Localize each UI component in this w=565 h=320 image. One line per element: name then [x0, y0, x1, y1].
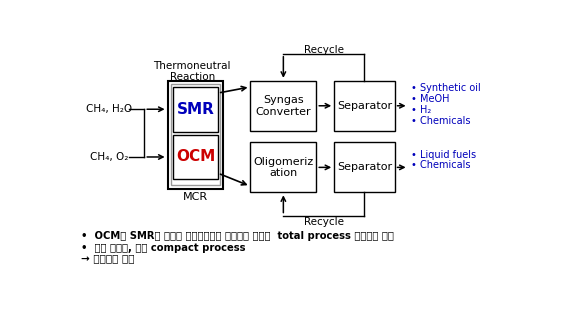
Bar — [334, 142, 394, 192]
Text: • H₂: • H₂ — [411, 105, 431, 115]
Text: MCR: MCR — [183, 192, 208, 202]
Text: CH₄, O₂: CH₄, O₂ — [90, 152, 129, 162]
Text: Thermoneutral
Reaction: Thermoneutral Reaction — [154, 61, 231, 82]
Bar — [250, 81, 316, 131]
Text: •  OCM과 SMR이 결합된 마이크로쉡너 반응기를 사용한  total process 개념기술 개발: • OCM과 SMR이 결합된 마이크로쉡너 반응기를 사용한 total pr… — [81, 230, 394, 241]
Bar — [173, 87, 218, 132]
Text: Recycle: Recycle — [304, 217, 344, 227]
Bar — [167, 81, 223, 188]
Text: • Liquid fuels: • Liquid fuels — [411, 150, 476, 160]
Text: • Synthetic oil: • Synthetic oil — [411, 84, 481, 93]
Text: → 개념특허 출원: → 개념특허 출원 — [81, 254, 135, 264]
Text: SMR: SMR — [176, 102, 214, 117]
Text: OCM: OCM — [176, 149, 215, 164]
Text: Syngas
Converter: Syngas Converter — [255, 95, 311, 116]
Text: Separator: Separator — [337, 101, 392, 111]
Text: Recycle: Recycle — [304, 45, 344, 55]
Bar — [173, 135, 218, 179]
Text: CH₄, H₂O: CH₄, H₂O — [86, 104, 132, 114]
Text: •  높은 열효율, 소형 compact process: • 높은 열효율, 소형 compact process — [81, 243, 246, 253]
Text: • Chemicals: • Chemicals — [411, 116, 470, 126]
Bar — [171, 84, 220, 186]
Text: • Chemicals: • Chemicals — [411, 160, 470, 171]
Text: Separator: Separator — [337, 162, 392, 172]
Text: Oligomeriz
ation: Oligomeriz ation — [253, 156, 314, 178]
Text: • MeOH: • MeOH — [411, 94, 449, 104]
Bar — [334, 81, 394, 131]
Bar — [250, 142, 316, 192]
